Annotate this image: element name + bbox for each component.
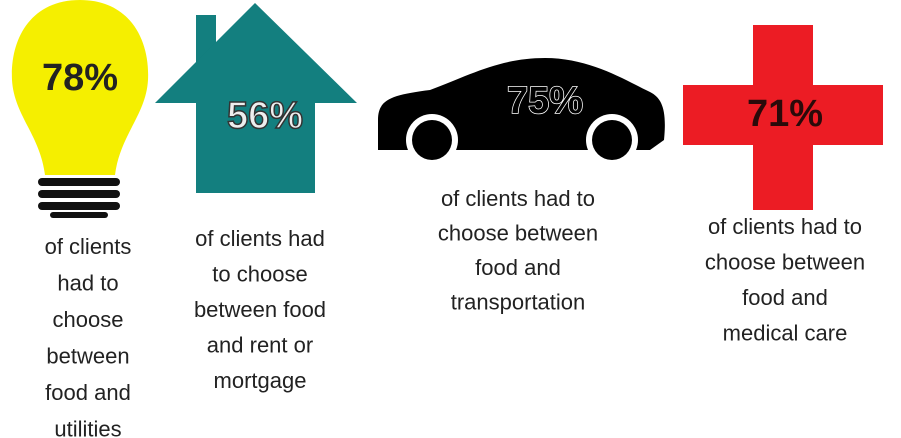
- description-line: of clients had: [195, 226, 325, 251]
- bulb-icon: [11, 0, 149, 218]
- description-line: between: [46, 343, 129, 368]
- description-line: transportation: [451, 289, 586, 314]
- description-line: utilities: [54, 416, 121, 438]
- stat: 56%: [227, 95, 303, 137]
- description-line: food and: [742, 285, 828, 310]
- description-line: to choose: [212, 261, 307, 286]
- description-line: and rent or: [207, 332, 313, 357]
- description-line: of clients had to: [708, 214, 862, 239]
- stat: 75%: [507, 80, 583, 122]
- description-line: choose between: [705, 249, 865, 274]
- cross-icon: [683, 25, 883, 210]
- description-line: of clients: [45, 234, 132, 259]
- description-line: food and: [475, 255, 561, 280]
- stat: 71%: [747, 93, 823, 135]
- description-line: choose: [53, 307, 124, 332]
- description-line: medical care: [723, 320, 848, 345]
- description-line: mortgage: [214, 368, 307, 393]
- description-line: food and: [45, 380, 131, 405]
- description-line: between food: [194, 297, 326, 322]
- car-icon: [378, 58, 665, 166]
- description-line: had to: [57, 270, 118, 295]
- description-line: of clients had to: [441, 186, 595, 211]
- house-icon: [155, 3, 357, 193]
- stat: 78%: [42, 57, 118, 99]
- description-line: choose between: [438, 220, 598, 245]
